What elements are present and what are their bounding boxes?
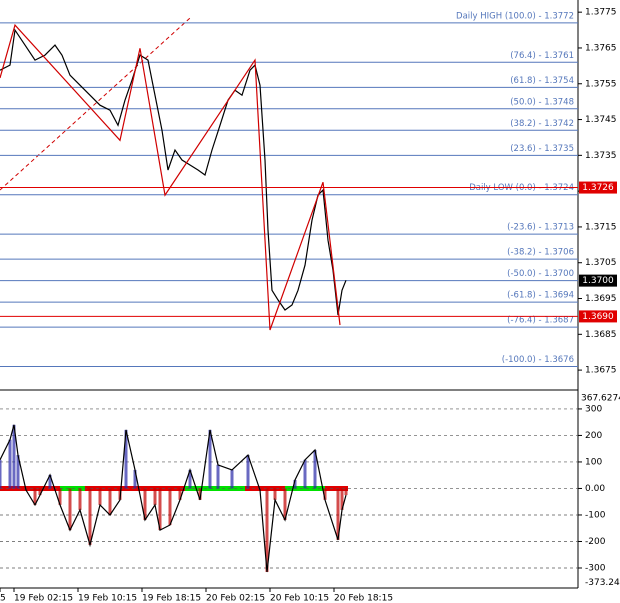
histogram-bar [16, 455, 20, 489]
price-box-label: 1.3690 [582, 312, 614, 322]
y-tick-label: 1.3765 [585, 43, 617, 53]
price-line [0, 23, 341, 331]
histogram-bar [188, 469, 192, 489]
histogram-bar [78, 488, 82, 510]
fib-label: (-50.0) - 1.3700 [507, 269, 574, 279]
y-limit-label: -373.24 [585, 578, 620, 588]
trend-line [0, 17, 191, 191]
price-box [579, 274, 617, 287]
price-box [579, 181, 617, 194]
y-tick-label: 1.3745 [585, 115, 617, 125]
histogram-bar [158, 488, 162, 531]
histogram-bar [0, 459, 2, 489]
histogram-bar [340, 488, 344, 510]
histogram-bar [33, 488, 37, 505]
fib-label: (-61.8) - 1.3694 [507, 291, 574, 301]
fib-label: Daily LOW (0.0) - 1.3724 [469, 183, 574, 193]
price-line [0, 28, 347, 316]
x-tick-label: 20 Feb 10:15 [270, 594, 329, 603]
fib-label: (61.8) - 1.3754 [510, 76, 574, 86]
y-tick-label: 0.00 [585, 484, 605, 494]
y-tick-label: 1.3675 [585, 366, 617, 376]
histogram-bar [303, 459, 307, 489]
histogram-bar [168, 488, 172, 526]
price-box [579, 310, 617, 323]
y-tick-label: 1.3685 [585, 330, 617, 340]
fib-label: (-100.0) - 1.3676 [502, 355, 574, 365]
histogram-bar [273, 488, 277, 500]
histogram-bar [124, 429, 128, 489]
histogram-bar [12, 424, 16, 489]
fib-label: (50.0) - 1.3748 [510, 97, 574, 107]
y-tick-label: 200 [585, 431, 602, 441]
histogram-bar [98, 488, 102, 505]
fib-label: (-76.4) - 1.3687 [507, 316, 574, 326]
y-tick-label: 300 [585, 404, 602, 414]
fib-label: (76.4) - 1.3761 [510, 51, 574, 61]
y-tick-label: 1.3705 [585, 258, 617, 268]
histogram-bar [313, 450, 317, 489]
histogram-bar [344, 488, 348, 496]
histogram-bar [68, 488, 72, 531]
histogram-bar [58, 488, 62, 505]
y-tick-label: 1.3755 [585, 79, 617, 89]
fib-label: (23.6) - 1.3735 [510, 144, 574, 154]
x-tick-label: 5 [0, 594, 6, 603]
histogram-bar [153, 488, 157, 505]
price-box-label: 1.3700 [582, 276, 614, 286]
fib-label: (38.2) - 1.3742 [510, 119, 574, 129]
histogram-bar [48, 474, 52, 489]
histogram-bar [133, 469, 137, 489]
fib-label: Daily HIGH (100.0) - 1.3772 [456, 11, 574, 21]
y-tick-label: -200 [585, 537, 606, 547]
histogram-bar [108, 488, 112, 515]
y-tick-label: -300 [585, 563, 606, 573]
histogram-bar [178, 488, 182, 500]
price-line [0, 424, 347, 573]
price-box-label: 1.3726 [582, 183, 614, 193]
histogram-bar [143, 488, 147, 521]
histogram-bar [293, 479, 297, 489]
y-tick-label: 1.3715 [585, 222, 617, 232]
y-tick-label: -100 [585, 510, 606, 520]
fib-label: (-38.2) - 1.3706 [507, 248, 574, 258]
histogram-bar [283, 488, 287, 521]
x-tick-label: 19 Feb 02:15 [14, 594, 73, 603]
histogram-bar [216, 464, 220, 489]
y-limit-label: 367.6274 [581, 394, 620, 404]
histogram-bar [8, 439, 12, 489]
histogram-bar [208, 429, 212, 489]
zero-dot-band [285, 486, 325, 491]
histogram-bar [265, 488, 269, 572]
zero-dot-band [185, 486, 245, 491]
histogram-bar [230, 469, 234, 489]
y-tick-label: 100 [585, 457, 602, 467]
histogram-bar [38, 488, 42, 496]
y-tick-label: 1.3735 [585, 151, 617, 161]
histogram-bar [336, 488, 340, 540]
histogram-bar [246, 455, 250, 489]
x-tick-label: 20 Feb 02:15 [206, 594, 265, 603]
histogram-bar [323, 488, 327, 500]
x-tick-label: 19 Feb 18:15 [142, 594, 201, 603]
x-tick-label: 19 Feb 10:15 [78, 594, 137, 603]
fib-label: (-23.6) - 1.3713 [507, 223, 574, 233]
histogram-bar [88, 488, 92, 545]
x-tick-label: 20 Feb 18:15 [334, 594, 393, 603]
y-tick-label: 1.3695 [585, 294, 617, 304]
histogram-bar [198, 488, 202, 500]
y-tick-label: 1.3775 [585, 8, 617, 18]
